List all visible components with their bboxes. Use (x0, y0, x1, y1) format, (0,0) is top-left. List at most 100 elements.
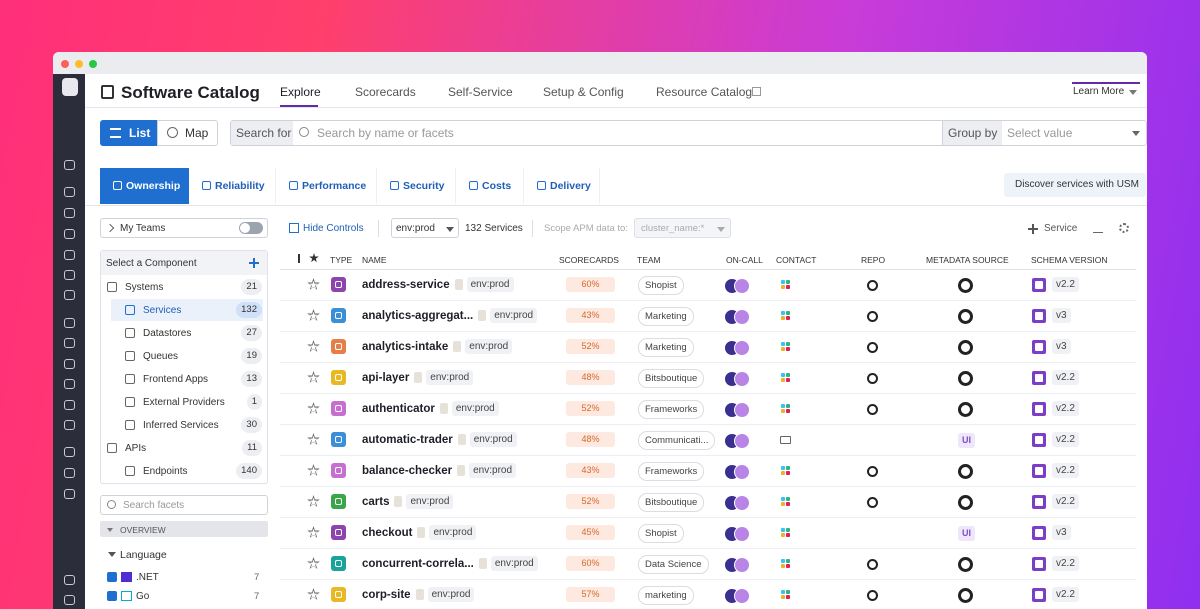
nav-icon[interactable] (64, 379, 75, 389)
service-name[interactable]: analytics-intake (362, 341, 449, 354)
team-chip[interactable]: marketing (638, 586, 694, 605)
team-chip[interactable]: Shopist (638, 276, 684, 295)
map-label[interactable]: Map (185, 125, 209, 140)
close-dot[interactable] (61, 60, 69, 68)
nav-icon[interactable] (64, 468, 75, 478)
facet-label[interactable]: .NET (136, 572, 159, 583)
scope-select[interactable] (634, 218, 731, 238)
team-chip[interactable]: Frameworks (638, 400, 705, 419)
component-label[interactable]: Datastores (143, 328, 192, 339)
discover-button[interactable] (1004, 173, 1146, 197)
header-tab[interactable]: Scorecards (355, 84, 416, 99)
category-tab[interactable] (276, 168, 377, 204)
checkbox[interactable] (107, 572, 117, 582)
nav-logo[interactable] (62, 78, 78, 96)
component-label[interactable]: External Providers (143, 397, 225, 408)
nav-icon[interactable] (64, 489, 75, 499)
component-label[interactable]: Systems (125, 282, 164, 293)
nav-icon[interactable] (64, 338, 75, 348)
nav-icon[interactable] (64, 595, 75, 605)
service-name[interactable]: carts (362, 496, 390, 509)
selected-row[interactable] (111, 299, 263, 321)
list-button[interactable] (100, 120, 157, 146)
component-label[interactable]: Inferred Services (143, 420, 219, 431)
env-select[interactable] (391, 218, 459, 238)
category-tab-label[interactable]: Security (403, 179, 445, 192)
nav-icon[interactable] (64, 318, 75, 328)
row[interactable] (280, 518, 1136, 549)
team-chip[interactable]: Frameworks (638, 462, 705, 481)
settings-icon[interactable] (1119, 223, 1129, 233)
category-tab-label[interactable]: Reliability (215, 179, 265, 192)
row[interactable] (280, 456, 1136, 487)
learn-more[interactable]: Learn More (1073, 86, 1125, 97)
nav-icon[interactable] (64, 187, 75, 197)
header-tab[interactable]: Resource Catalog (656, 84, 753, 99)
map-button[interactable] (157, 120, 218, 146)
facet-label[interactable]: Go (136, 591, 150, 602)
component-label[interactable]: Frontend Apps (143, 374, 209, 385)
category-tab[interactable] (100, 168, 189, 204)
hide-controls[interactable]: Hide Controls (303, 223, 364, 234)
component-label[interactable]: Endpoints (143, 466, 188, 477)
nav-icon[interactable] (64, 250, 75, 260)
nav-icon[interactable] (64, 229, 75, 239)
header-tab[interactable]: Setup & Config (543, 84, 624, 99)
header-tab[interactable]: Explore (280, 84, 321, 99)
row[interactable] (280, 270, 1136, 301)
row[interactable] (280, 301, 1136, 332)
service-name[interactable]: api-layer (362, 372, 410, 385)
team-chip[interactable]: Bitsboutique (638, 369, 705, 388)
service-name[interactable]: checkout (362, 527, 413, 540)
nav-icon[interactable] (64, 160, 75, 170)
row[interactable] (280, 394, 1136, 425)
row[interactable] (280, 363, 1136, 394)
list-label[interactable]: List (129, 125, 151, 140)
nav-icon[interactable] (64, 420, 75, 430)
search-box[interactable] (230, 120, 1147, 146)
service-name[interactable]: balance-checker (362, 465, 453, 478)
maximize-dot[interactable] (89, 60, 97, 68)
minimize-dot[interactable] (75, 60, 83, 68)
component-label[interactable]: APIs (125, 443, 147, 454)
service-name[interactable]: corp-site (362, 589, 411, 602)
nav-icon[interactable] (64, 270, 75, 280)
team-chip[interactable]: Marketing (638, 307, 694, 326)
service-name[interactable]: analytics-aggregat... (362, 310, 474, 323)
category-tab[interactable] (524, 168, 600, 204)
service-name[interactable]: concurrent-correla... (362, 558, 474, 571)
checkbox[interactable] (107, 591, 117, 601)
team-chip[interactable]: Bitsboutique (638, 493, 705, 512)
download-icon[interactable] (1093, 223, 1103, 233)
nav-icon[interactable] (64, 290, 75, 300)
row[interactable] (280, 425, 1136, 456)
facet-search-box[interactable] (100, 495, 268, 515)
service-name[interactable]: authenticator (362, 403, 435, 416)
category-tab[interactable] (189, 168, 276, 204)
row[interactable] (280, 549, 1136, 580)
category-tab-label[interactable]: Performance (302, 179, 367, 192)
team-chip[interactable]: Data Science (638, 555, 709, 574)
component-label[interactable]: Services (143, 305, 182, 316)
nav-icon[interactable] (64, 575, 75, 585)
team-chip[interactable]: Communicati... (638, 431, 716, 450)
header-tab[interactable]: Self-Service (448, 84, 513, 99)
service-name[interactable]: address-service (362, 279, 450, 292)
discover-label[interactable]: Discover services with USM (1015, 179, 1139, 190)
group-placeholder[interactable]: Select value (1007, 125, 1073, 140)
nav-icon[interactable] (64, 359, 75, 369)
add-service[interactable]: Service (1044, 223, 1078, 234)
nav-icon[interactable] (64, 447, 75, 457)
team-chip[interactable]: Shopist (638, 524, 684, 543)
my-teams-label[interactable]: My Teams (120, 223, 166, 234)
search-placeholder[interactable]: Search by name or facets (317, 125, 454, 140)
team-chip[interactable]: Marketing (638, 338, 694, 357)
category-tab-label[interactable]: Ownership (126, 179, 181, 192)
service-name[interactable]: automatic-trader (362, 434, 453, 447)
row[interactable] (280, 332, 1136, 363)
category-tab[interactable] (456, 168, 524, 204)
component-label[interactable]: Queues (143, 351, 179, 362)
nav-icon[interactable] (64, 208, 75, 218)
category-tab-label[interactable]: Delivery (550, 179, 591, 192)
row[interactable] (280, 487, 1136, 518)
